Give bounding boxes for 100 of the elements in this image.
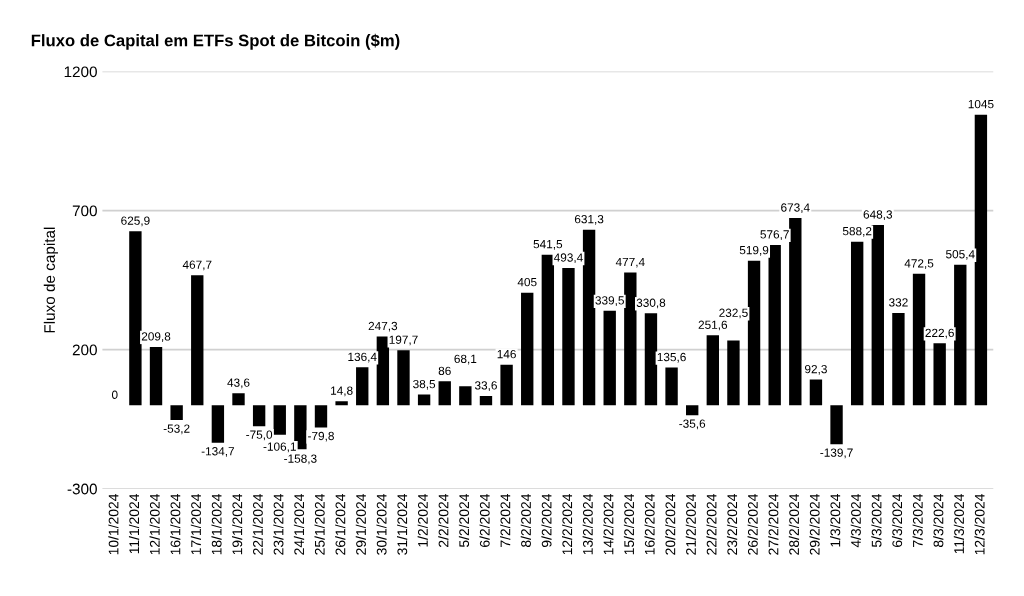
bar (603, 310, 616, 406)
bar (789, 217, 802, 406)
data-label: -79,8 (308, 431, 334, 442)
bar (521, 292, 534, 406)
y-axis-title: Fluxo de capital (43, 227, 58, 333)
data-label: 136,4 (348, 352, 377, 363)
bar (871, 224, 884, 406)
data-label: 209,8 (141, 332, 171, 342)
x-tick-label: 12/1/2024 (149, 493, 160, 555)
bar (438, 381, 451, 406)
x-tick-label: 7/2/2024 (500, 493, 511, 547)
data-label: 588,2 (842, 226, 872, 237)
chart-title: Fluxo de Capital em ETFs Spot de Bitcoin ($m) (31, 33, 400, 50)
bar (232, 393, 245, 406)
bar (397, 350, 410, 406)
data-label: 576,7 (760, 230, 789, 240)
data-label: 86 (438, 366, 451, 376)
data-label: 43,6 (227, 378, 250, 389)
x-tick-label: 12/3/2024 (974, 493, 985, 555)
data-label: -139,7 (820, 448, 853, 459)
data-label: 472,5 (904, 259, 934, 269)
bar (686, 405, 699, 416)
data-label: 467,7 (182, 260, 212, 271)
bar (644, 313, 658, 406)
x-tick-label: 28/2/2024 (788, 493, 800, 555)
data-label: 146 (497, 349, 516, 359)
data-label: 92,3 (804, 364, 827, 375)
bar (974, 114, 988, 406)
bar (747, 260, 761, 406)
data-label: -106,1 (263, 442, 296, 453)
bar (252, 405, 266, 427)
x-tick-label: 17/1/2024 (190, 493, 201, 555)
bar (191, 275, 204, 406)
data-label: 493,4 (553, 253, 583, 264)
bar (314, 405, 328, 428)
bar (376, 336, 390, 406)
bar (211, 405, 225, 443)
bar (479, 395, 493, 406)
x-tick-label: 22/1/2024 (252, 493, 263, 555)
x-tick-label: 24/1/2024 (293, 493, 305, 555)
bar (294, 405, 307, 450)
x-tick-label: 20/2/2024 (665, 493, 676, 555)
bar (912, 273, 926, 406)
bar (850, 241, 864, 406)
data-label: 0 (111, 390, 118, 399)
x-tick-label: 29/2/2024 (809, 493, 820, 555)
x-tick-label: 22/2/2024 (706, 493, 717, 555)
x-tick-label: 9/2/2024 (541, 493, 552, 547)
x-tick-label: 16/2/2024 (644, 493, 655, 555)
x-tick-label: 13/2/2024 (582, 493, 593, 555)
x-tick-label: 19/1/2024 (232, 493, 243, 555)
bar (665, 367, 678, 406)
data-label: 519,9 (739, 245, 769, 256)
data-label: 38,5 (413, 379, 436, 390)
y-tick-label: 1200 (64, 66, 97, 78)
x-tick-label: 2/2/2024 (438, 493, 449, 547)
x-tick-label: 15/2/2024 (623, 493, 635, 555)
data-label: 247,3 (368, 321, 398, 332)
x-tick-label: 27/2/2024 (768, 493, 779, 555)
data-label: 673,4 (781, 203, 810, 214)
data-label: 505,4 (945, 250, 975, 260)
x-tick-label: 29/1/2024 (355, 493, 366, 555)
x-tick-label: 21/2/2024 (685, 493, 696, 555)
bar (933, 343, 946, 406)
x-tick-label: 5/3/2024 (871, 493, 882, 548)
data-label: 197,7 (389, 335, 418, 346)
y-tick-label: 700 (72, 205, 97, 217)
x-tick-label: 30/1/2024 (376, 493, 387, 555)
x-tick-label: 5/2/2024 (458, 493, 470, 548)
bar (706, 335, 719, 406)
x-tick-label: 6/2/2024 (479, 493, 490, 547)
data-label: -134,7 (201, 447, 235, 457)
x-tick-label: 4/3/2024 (850, 493, 861, 548)
bar (954, 264, 967, 406)
data-label: 135,6 (657, 352, 686, 363)
bar (562, 268, 575, 406)
data-label: -35,6 (679, 419, 706, 430)
data-label: 222,6 (925, 328, 954, 339)
x-tick-label: 23/1/2024 (273, 493, 284, 555)
bar (149, 346, 163, 406)
x-tick-label: 23/2/2024 (726, 493, 738, 555)
data-label: 1045 (968, 99, 994, 109)
bar (417, 394, 431, 406)
data-label: -75,0 (246, 430, 273, 441)
data-label: 631,3 (574, 215, 604, 225)
data-label: 625,9 (121, 216, 150, 227)
x-tick-label: 31/1/2024 (397, 493, 408, 555)
data-label: 232,5 (719, 308, 748, 319)
data-label: 339,5 (595, 296, 624, 306)
bar (335, 401, 348, 406)
x-tick-label: 16/1/2024 (170, 493, 181, 555)
data-label: 648,3 (863, 210, 893, 221)
x-tick-label: 8/3/2024 (933, 493, 944, 548)
data-label: 68,1 (454, 354, 477, 365)
bar (768, 244, 781, 406)
data-label: 477,4 (615, 257, 645, 268)
x-tick-label: 14/2/2024 (603, 493, 614, 555)
data-label: -53,2 (163, 424, 190, 435)
data-label: 405 (517, 277, 537, 287)
x-tick-label: 1/2/2024 (417, 493, 428, 547)
